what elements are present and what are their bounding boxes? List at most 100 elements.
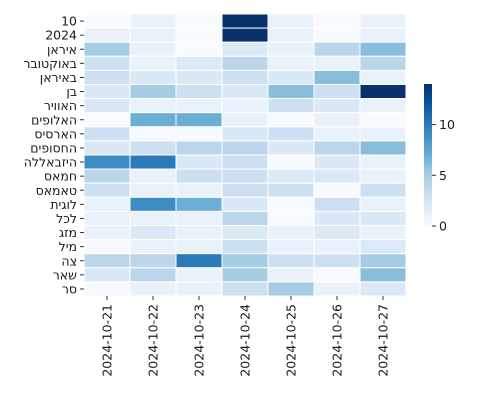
heatmap-cell: [175, 154, 223, 170]
heatmap-cell: [221, 239, 269, 255]
heatmap-cell: [83, 69, 131, 86]
heatmap-cell: [313, 55, 361, 71]
heatmap-cell: [267, 140, 315, 156]
colorbar-tick-label: 5: [439, 168, 447, 183]
heatmap-cell: [267, 13, 315, 29]
heatmap-cell: [221, 84, 269, 100]
heatmap-cell: [175, 210, 223, 226]
heatmap-cell: [83, 239, 131, 255]
heatmap-cell: [175, 182, 223, 198]
x-tick-label: 2024-10-26: [330, 304, 345, 377]
heatmap-cell: [129, 126, 177, 142]
heatmap-cell: [313, 182, 361, 198]
heatmap-cell: [359, 27, 407, 43]
heatmap-cell: [313, 210, 361, 226]
y-tick-labels: 102024איראןבאוקטוברבאיראןבןהאווירהאלופים…: [23, 14, 84, 296]
heatmap-cell: [267, 41, 315, 57]
y-tick-label: 10: [61, 14, 77, 29]
heatmap-cell: [313, 196, 361, 212]
heatmap-cell: [359, 41, 407, 57]
x-tick-label: 2024-10-22: [146, 304, 161, 377]
heatmap-cell: [221, 27, 269, 43]
heatmap-cell: [267, 182, 315, 198]
heatmap-cell: [359, 154, 407, 170]
heatmap-cell: [83, 27, 131, 43]
heatmap-cell: [313, 253, 361, 269]
heatmap-cell: [221, 112, 269, 128]
heatmap-cell: [175, 55, 223, 71]
heatmap-cell: [83, 182, 131, 198]
heatmap-cell: [221, 253, 269, 269]
heatmap-cell: [267, 27, 315, 43]
heatmap-cell: [129, 84, 177, 100]
heatmap-cell: [175, 41, 223, 57]
heatmap-cell: [267, 210, 315, 226]
heatmap-cell: [267, 55, 315, 71]
heatmap-cell: [267, 281, 315, 297]
heatmap-cell: [267, 267, 315, 283]
heatmap-cell: [129, 154, 177, 170]
heatmap-cell: [313, 27, 361, 43]
y-tick-label: הארסיס: [34, 126, 77, 141]
heatmap-cell: [83, 168, 131, 184]
heatmap-cell: [359, 84, 407, 100]
heatmap-cell: [129, 281, 177, 297]
heatmap-cell: [129, 41, 177, 57]
heatmap-cell: [359, 55, 407, 71]
heatmap-cell: [129, 253, 177, 269]
heatmap-cell: [83, 98, 131, 114]
heatmap-cell: [359, 168, 407, 184]
y-tick-label: לכל: [56, 211, 77, 226]
heatmap-cell: [313, 13, 361, 29]
x-tick-labels: 2024-10-21 2024-10-22 2024-10-23 2024-10-24…: [100, 296, 391, 377]
heatmap-cell: [267, 126, 315, 142]
heatmap-cell: [129, 13, 177, 29]
y-tick-label: 2024: [45, 28, 77, 43]
heatmap-cell: [267, 225, 315, 241]
heatmap-cell: [175, 126, 223, 142]
colorbar-tick-label: 10: [439, 117, 455, 132]
heatmap-cell: [313, 140, 361, 156]
heatmap-cell: [267, 239, 315, 255]
heatmap-cell: [267, 69, 315, 86]
y-tick-label: איראן: [47, 42, 77, 57]
heatmap-cell: [313, 112, 361, 128]
heatmap-cell: [83, 154, 131, 170]
heatmap-cell: [359, 13, 407, 29]
heatmap-cell: [313, 41, 361, 57]
heatmap-cell: [359, 239, 407, 255]
heatmap-cell: [83, 126, 131, 142]
heatmap-cell: [359, 126, 407, 142]
y-tick-label: צה: [61, 253, 77, 268]
heatmap-cell: [267, 98, 315, 114]
y-tick-label: לוגית: [50, 197, 77, 212]
x-tick-label: 2024-10-23: [192, 304, 207, 377]
y-tick-label: האלופים: [31, 112, 77, 127]
heatmap-cell: [221, 98, 269, 114]
heatmap-cell: [221, 267, 269, 283]
heatmap-cell: [129, 210, 177, 226]
heatmap-cell: [129, 55, 177, 71]
x-tick-label: 2024-10-27: [376, 304, 391, 377]
heatmap-cell: [175, 196, 223, 212]
heatmap-cell: [175, 69, 223, 86]
heatmap-cell: [313, 225, 361, 241]
heatmap-cell: [175, 98, 223, 114]
heatmap-cell: [129, 140, 177, 156]
heatmap-cell: [267, 84, 315, 100]
heatmap-cell: [221, 281, 269, 297]
heatmap-cell: [83, 112, 131, 128]
heatmap-cell: [129, 239, 177, 255]
heatmap-cell: [129, 69, 177, 86]
heatmap-cell: [313, 84, 361, 100]
heatmap-cell: [129, 98, 177, 114]
heatmap-cell: [221, 196, 269, 212]
heatmap-cell: [83, 210, 131, 226]
heatmap-cell: [129, 196, 177, 212]
heatmap-cell: [359, 225, 407, 241]
heatmap-cells: [83, 13, 407, 297]
heatmap-cell: [267, 196, 315, 212]
y-tick-label: היזבאללה: [24, 155, 77, 170]
heatmap-cell: [221, 13, 269, 29]
heatmap-cell: [175, 281, 223, 297]
